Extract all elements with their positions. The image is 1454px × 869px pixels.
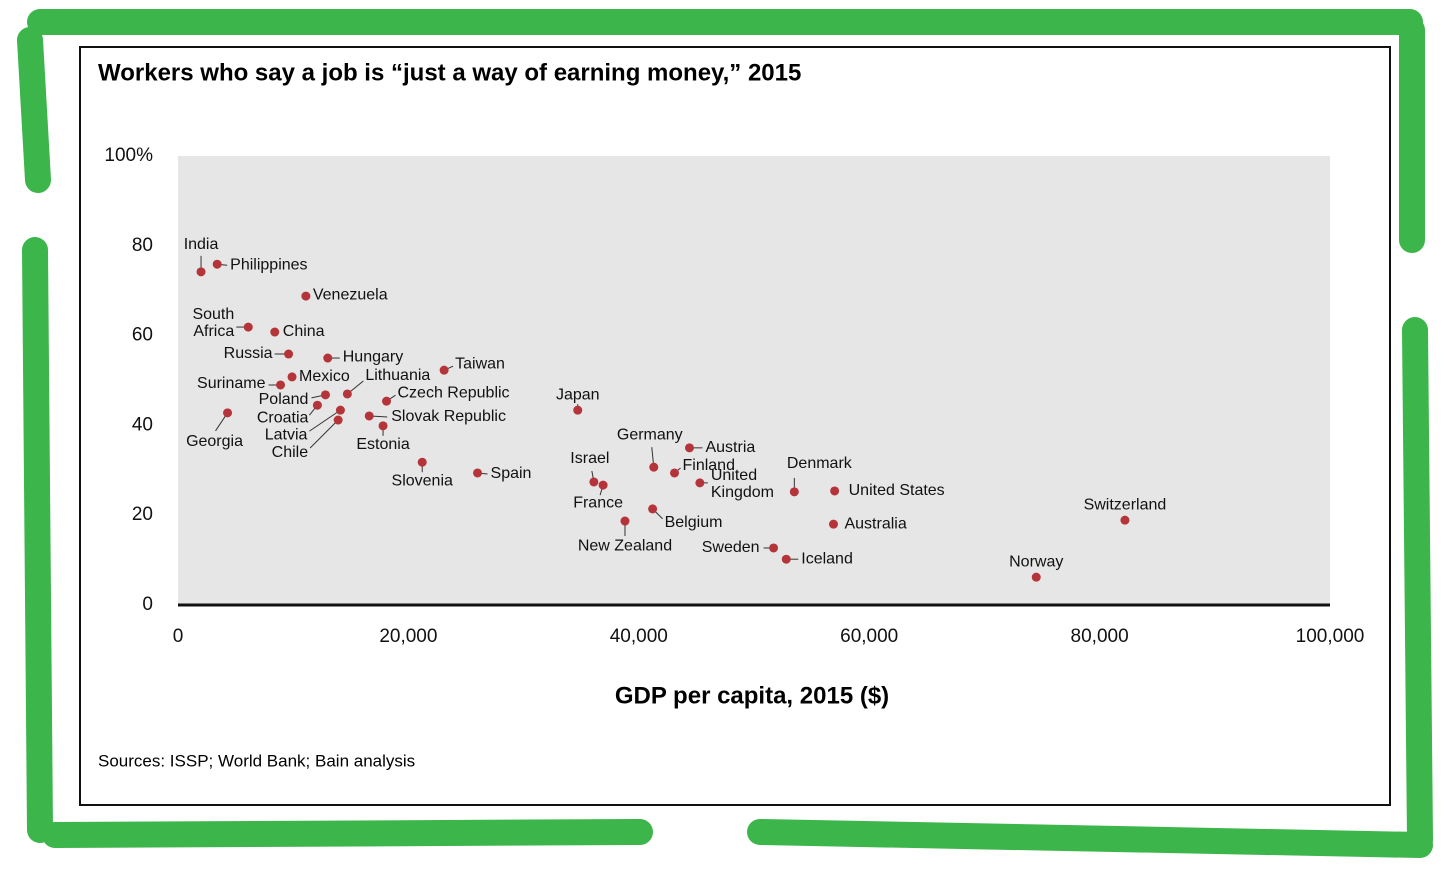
leader-line xyxy=(309,409,341,432)
point-label: Poland xyxy=(259,391,309,408)
point xyxy=(781,554,791,564)
point xyxy=(648,504,658,514)
point xyxy=(473,468,483,478)
point-label: United Kingdom xyxy=(711,467,774,501)
point xyxy=(589,477,599,487)
point xyxy=(212,259,222,269)
point xyxy=(333,415,343,425)
point xyxy=(670,468,680,478)
point-label: Hungary xyxy=(343,348,403,365)
y-tick-label: 40 xyxy=(132,414,153,435)
x-axis-label: GDP per capita, 2015 ($) xyxy=(615,682,889,709)
point xyxy=(649,462,659,472)
frame xyxy=(17,9,1433,858)
plot-area xyxy=(178,156,1330,605)
point-label: Latvia xyxy=(265,426,308,443)
point xyxy=(684,443,694,453)
point xyxy=(828,519,838,529)
point-label: Taiwan xyxy=(455,355,505,372)
point-label: Finland xyxy=(683,457,735,474)
point-label: Australia xyxy=(844,515,906,532)
point xyxy=(196,267,206,277)
point-label: Spain xyxy=(491,465,532,482)
point-label: Chile xyxy=(272,444,309,461)
point-label: United States xyxy=(849,482,945,499)
point xyxy=(320,390,330,400)
point-label: Georgia xyxy=(186,433,243,450)
chart-title: Workers who say a job is “just a way of … xyxy=(98,59,801,86)
point-label: Philippines xyxy=(230,256,307,273)
point xyxy=(364,411,374,421)
point-label: China xyxy=(283,323,325,340)
leader-line xyxy=(309,419,339,449)
point-label: Iceland xyxy=(801,550,853,567)
point-label: Israel xyxy=(570,450,609,467)
point-label: Japan xyxy=(556,386,600,403)
point xyxy=(769,543,779,553)
point xyxy=(695,478,705,488)
point-label: Lithuania xyxy=(365,367,430,384)
x-tick-label: 80,000 xyxy=(1071,626,1129,647)
point xyxy=(276,380,286,390)
point xyxy=(243,322,253,332)
y-tick-label: 60 xyxy=(132,325,153,346)
point xyxy=(439,365,449,375)
point xyxy=(573,405,583,415)
point-label: Slovak Republic xyxy=(391,408,506,425)
point xyxy=(270,327,280,337)
x-tick-label: 60,000 xyxy=(840,626,898,647)
point xyxy=(323,353,333,363)
x-tick-label: 100,000 xyxy=(1296,626,1365,647)
y-tick-label: 100% xyxy=(104,145,153,166)
point-label: Austria xyxy=(705,439,755,456)
point-label: Belgium xyxy=(665,514,723,531)
point xyxy=(301,291,311,301)
y-tick-label: 20 xyxy=(132,504,153,525)
point xyxy=(1031,572,1041,582)
point xyxy=(287,372,297,382)
point xyxy=(789,487,799,497)
point xyxy=(417,457,427,467)
point xyxy=(284,349,294,359)
point xyxy=(620,516,630,526)
point-label: Russia xyxy=(224,345,273,362)
point xyxy=(598,480,608,490)
point-label: Switzerland xyxy=(1084,496,1167,513)
point xyxy=(335,405,345,415)
y-tick-label: 0 xyxy=(142,594,153,615)
point-label: Suriname xyxy=(197,375,266,392)
point-label: Denmark xyxy=(787,455,853,472)
point-label: Estonia xyxy=(356,436,409,453)
point-label: Slovenia xyxy=(392,472,453,489)
point-label: Croatia xyxy=(257,409,309,426)
point xyxy=(382,396,392,406)
point-label: Venezuela xyxy=(313,286,388,303)
point-label: France xyxy=(573,494,623,511)
point-label: Norway xyxy=(1009,553,1063,570)
y-tick-label: 80 xyxy=(132,235,153,256)
point-label: Czech Republic xyxy=(398,384,510,401)
green-border xyxy=(17,9,1433,858)
point xyxy=(342,389,352,399)
point-label: Mexico xyxy=(299,368,350,385)
point xyxy=(223,408,233,418)
point-label: South Africa xyxy=(192,306,234,340)
point-label: Germany xyxy=(617,426,683,443)
source-note: Sources: ISSP; World Bank; Bain analysis xyxy=(98,751,415,770)
x-tick-label: 40,000 xyxy=(610,626,668,647)
point-label: Sweden xyxy=(702,539,760,556)
point-label: India xyxy=(184,236,219,253)
x-tick-label: 0 xyxy=(173,626,184,647)
point xyxy=(312,400,322,410)
point-label: New Zealand xyxy=(578,537,672,554)
point xyxy=(830,486,840,496)
point xyxy=(1120,515,1130,525)
x-tick-label: 20,000 xyxy=(379,626,437,647)
point xyxy=(378,421,388,431)
